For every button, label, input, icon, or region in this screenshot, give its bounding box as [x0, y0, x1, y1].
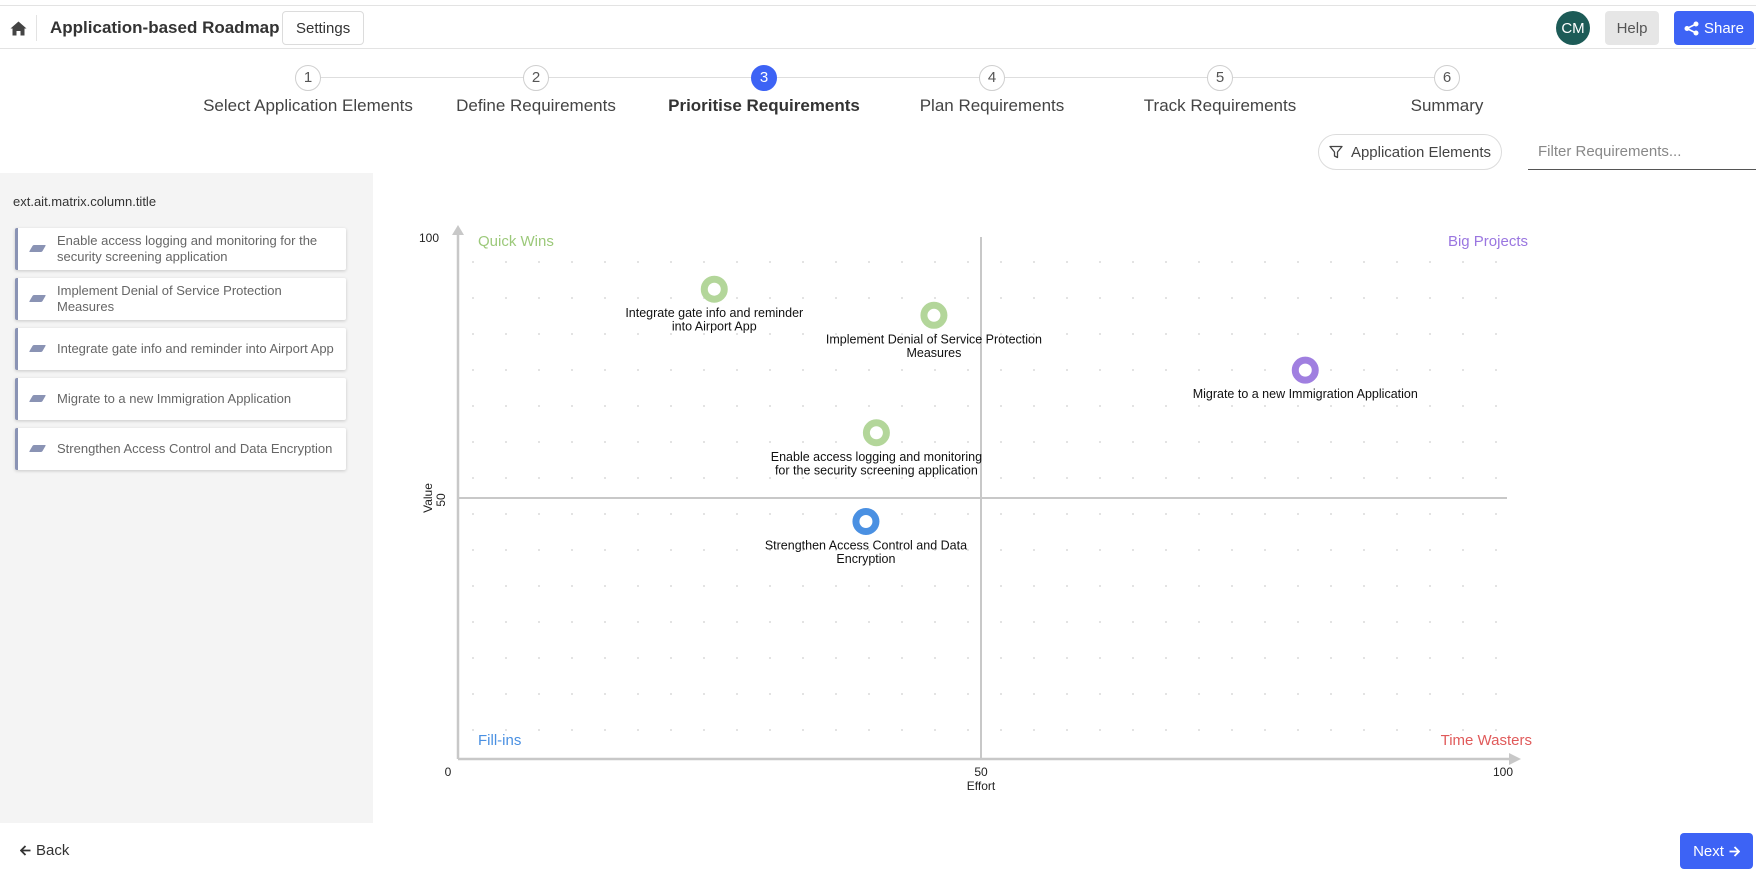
x-axis-label: Effort — [967, 779, 996, 793]
requirement-point[interactable]: Enable access logging and monitoringfor … — [771, 419, 982, 478]
point-label: for the security screening application — [775, 463, 978, 477]
step-2[interactable]: 2 Define Requirements — [421, 65, 651, 116]
requirement-icon — [28, 445, 47, 452]
x-tick-label: 100 — [1493, 765, 1513, 779]
next-button[interactable]: Next — [1680, 833, 1753, 869]
step-number: 2 — [523, 65, 549, 91]
grid-dots — [472, 261, 1497, 731]
top-bar: Application-based Roadmap Settings CM He… — [0, 5, 1756, 49]
step-number: 5 — [1207, 65, 1233, 91]
step-number: 4 — [979, 65, 1005, 91]
step-label: Summary — [1410, 96, 1484, 115]
arrow-left-icon — [20, 845, 31, 856]
point-label: Implement Denial of Service Protection — [826, 332, 1042, 346]
step-6[interactable]: 6 Summary — [1332, 65, 1562, 116]
share-icon — [1684, 21, 1699, 35]
page-title: Application-based Roadmap — [50, 18, 280, 37]
back-button[interactable]: Back — [20, 842, 69, 859]
y-axis-label: Value — [421, 483, 435, 513]
next-label: Next — [1693, 842, 1724, 860]
step-5[interactable]: 5 Track Requirements — [1105, 65, 1335, 116]
requirement-icon — [28, 345, 47, 352]
step-number: 1 — [295, 65, 321, 91]
step-1[interactable]: 1 Select Application Elements — [193, 65, 423, 116]
point-label: into Airport App — [672, 320, 757, 334]
divider — [36, 15, 37, 41]
home-icon[interactable] — [4, 14, 32, 42]
requirement-point[interactable]: Migrate to a new Immigration Application — [1193, 356, 1418, 401]
priority-matrix: 0 50 100 100 50 Effort Value Quick Wins Big Proj… — [373, 173, 1756, 823]
quadrant-label: Big Projects — [1448, 233, 1528, 250]
share-label: Share — [1703, 19, 1745, 37]
avatar[interactable]: CM — [1556, 11, 1590, 45]
filter-icon — [1329, 145, 1343, 159]
y-tick-label: 100 — [419, 231, 439, 245]
requirement-label: Integrate gate info and reminder into Ai… — [57, 341, 334, 356]
requirement-icon — [28, 295, 47, 302]
step-number: 3 — [751, 65, 777, 91]
application-elements-filter-button[interactable]: Application Elements — [1318, 134, 1502, 170]
y-axis-arrow — [452, 225, 464, 235]
quadrant-label: Time Wasters — [1441, 732, 1532, 749]
x-tick-label: 50 — [974, 765, 988, 779]
requirement-point[interactable]: Strengthen Access Control and DataEncryp… — [765, 507, 967, 566]
requirement-label: Migrate to a new Immigration Application — [57, 391, 292, 406]
step-label: Select Application Elements — [203, 96, 413, 115]
stepper-track — [308, 77, 1448, 78]
requirement-point[interactable]: Implement Denial of Service ProtectionMe… — [826, 301, 1042, 360]
share-button[interactable]: Share — [1674, 11, 1754, 45]
filter-button-label: Application Elements — [1350, 143, 1492, 161]
point-label: Measures — [906, 346, 961, 360]
step-4[interactable]: 4 Plan Requirements — [877, 65, 1107, 116]
point-label: Strengthen Access Control and Data — [765, 538, 967, 552]
column-title: ext.ait.matrix.column.title — [13, 194, 157, 209]
quadrant-label: Quick Wins — [478, 233, 554, 250]
requirement-card[interactable]: Migrate to a new Immigration Application — [15, 378, 346, 420]
step-label: Plan Requirements — [919, 96, 1065, 115]
point-marker[interactable] — [920, 301, 948, 329]
point-label: Encryption — [836, 552, 895, 566]
x-axis-arrow — [1509, 753, 1521, 765]
requirement-label: Enable access logging and monitoring for… — [57, 233, 318, 264]
quadrant-label: Fill-ins — [478, 732, 521, 749]
requirements-list: Enable access logging and monitoring for… — [15, 228, 346, 478]
back-label: Back — [36, 842, 70, 859]
point-label: Enable access logging and monitoring — [771, 450, 982, 464]
y-tick-label: 50 — [434, 493, 448, 507]
step-3[interactable]: 3 Prioritise Requirements — [649, 65, 879, 116]
requirement-card[interactable]: Integrate gate info and reminder into Ai… — [15, 328, 346, 370]
arrow-right-icon — [1729, 845, 1740, 857]
requirement-label: Implement Denial of Service Protection M… — [57, 283, 282, 314]
requirement-card[interactable]: Strengthen Access Control and Data Encry… — [15, 428, 346, 470]
requirement-card[interactable]: Implement Denial of Service Protection M… — [15, 278, 346, 320]
requirement-card[interactable]: Enable access logging and monitoring for… — [15, 228, 346, 270]
filter-requirements-input[interactable] — [1528, 134, 1756, 170]
point-label: Integrate gate info and reminder — [625, 306, 803, 320]
requirement-label: Strengthen Access Control and Data Encry… — [57, 441, 333, 456]
point-marker[interactable] — [1291, 356, 1319, 384]
step-label: Track Requirements — [1143, 96, 1297, 115]
point-marker[interactable] — [852, 507, 880, 535]
point-marker[interactable] — [700, 275, 728, 303]
requirements-panel: ext.ait.matrix.column.title Enable acces… — [0, 173, 373, 823]
point-marker[interactable] — [862, 419, 890, 447]
help-button[interactable]: Help — [1605, 11, 1659, 45]
step-number: 6 — [1434, 65, 1460, 91]
point-label: Migrate to a new Immigration Application — [1193, 387, 1418, 401]
step-label: Prioritise Requirements — [668, 96, 860, 115]
step-label: Define Requirements — [456, 96, 616, 115]
requirement-icon — [28, 245, 47, 252]
settings-button[interactable]: Settings — [282, 11, 365, 45]
requirement-icon — [28, 395, 47, 402]
x-tick-label: 0 — [445, 765, 452, 779]
